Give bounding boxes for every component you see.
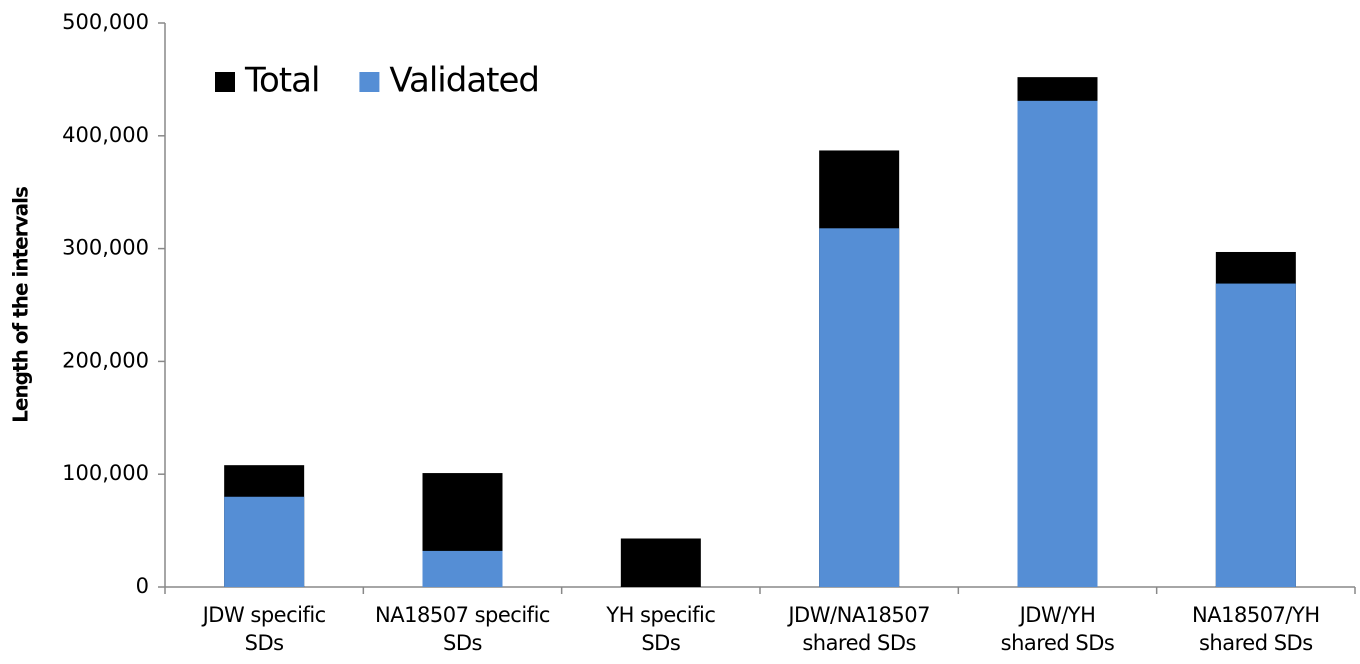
bar xyxy=(620,538,701,587)
legend-label: Validated xyxy=(389,61,539,101)
legend-swatch xyxy=(359,72,380,92)
y-tick-label: 0 xyxy=(136,574,149,598)
y-tick-label: 100,000 xyxy=(62,461,149,485)
y-tick-label: 500,000 xyxy=(62,10,149,34)
x-tick-label: YH specific SDs xyxy=(606,603,716,655)
y-tick-label: 200,000 xyxy=(62,348,149,372)
x-tick-label: JDW/NA18507 shared SDs xyxy=(788,603,930,655)
bar xyxy=(422,550,503,587)
y-axis-title: Length of the intervals xyxy=(9,187,33,423)
y-tick-label: 300,000 xyxy=(62,236,149,260)
legend-swatch xyxy=(215,72,235,92)
y-tick-label: 400,000 xyxy=(62,123,149,147)
bar xyxy=(819,228,900,587)
bar xyxy=(1017,100,1098,587)
bar xyxy=(1215,283,1296,587)
x-tick-label: JDW/YH shared SDs xyxy=(1000,603,1115,655)
x-tick-label: NA18507 specific SDs xyxy=(375,603,550,655)
x-tick-label: JDW specific SDs xyxy=(202,603,327,655)
bar xyxy=(224,496,305,587)
x-tick-label: NA18507/YH shared SDs xyxy=(1192,603,1320,655)
legend-label: Total xyxy=(244,61,319,101)
